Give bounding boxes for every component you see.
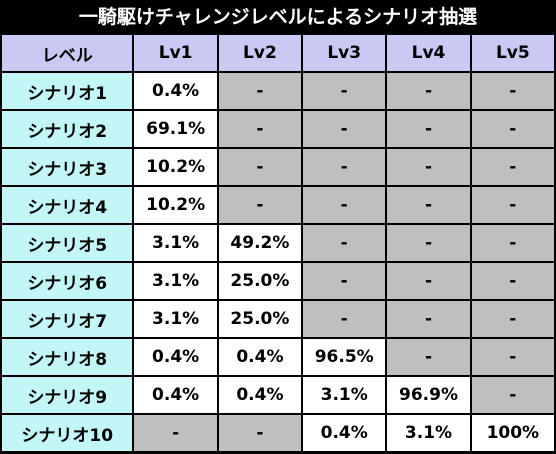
level-header-lv5: Lv5 [471, 35, 554, 71]
table-row: シナリオ9 0.4% 0.4% 3.1% 96.9% - [2, 377, 554, 413]
value-cell: 0.4% [218, 377, 302, 413]
value-cell: 10.2% [134, 149, 217, 185]
corner-header: レベル [2, 35, 133, 71]
value-cell: 3.1% [134, 301, 217, 337]
empty-cell: - [303, 187, 386, 223]
value-cell: 0.4% [134, 73, 217, 109]
empty-cell: - [303, 73, 386, 109]
table-title: 一騎駆けチャレンジレベルによるシナリオ抽選 [78, 6, 478, 28]
table-row: シナリオ2 69.1% - - - - [2, 111, 554, 147]
value-cell: 10.2% [134, 187, 217, 223]
empty-cell: - [387, 73, 470, 109]
row-label: シナリオ1 [2, 73, 133, 109]
scenario-lottery-table: レベル Lv1 Lv2 Lv3 Lv4 Lv5 シナリオ1 0.4% - - - - シナリ… [0, 33, 556, 453]
value-cell: 0.4% [218, 339, 302, 375]
value-cell: 49.2% [218, 225, 302, 261]
row-label: シナリオ8 [2, 339, 133, 375]
table-row: シナリオ7 3.1% 25.0% - - - [2, 301, 554, 337]
empty-cell: - [471, 111, 554, 147]
value-cell: 3.1% [134, 263, 217, 299]
row-label: シナリオ5 [2, 225, 133, 261]
empty-cell: - [387, 111, 470, 147]
empty-cell: - [471, 263, 554, 299]
value-cell: 3.1% [134, 225, 217, 261]
level-header-lv1: Lv1 [134, 35, 217, 71]
empty-cell: - [387, 263, 470, 299]
level-header-lv2: Lv2 [218, 35, 302, 71]
value-cell: 25.0% [218, 301, 302, 337]
empty-cell: - [471, 377, 554, 413]
empty-cell: - [471, 225, 554, 261]
empty-cell: - [218, 149, 302, 185]
value-cell: 3.1% [303, 377, 386, 413]
empty-cell: - [471, 301, 554, 337]
table-body: シナリオ1 0.4% - - - - シナリオ2 69.1% - - - - シナリオ3 10.2% - - -… [2, 73, 554, 451]
empty-cell: - [387, 225, 470, 261]
table-row: シナリオ4 10.2% - - - - [2, 187, 554, 223]
header-row: レベル Lv1 Lv2 Lv3 Lv4 Lv5 [2, 35, 554, 71]
row-label: シナリオ4 [2, 187, 133, 223]
value-cell: 100% [471, 415, 554, 451]
table-row: シナリオ10- -0.4% 3.1% 100% [2, 415, 554, 451]
table-row: シナリオ5 3.1% 49.2% - - - [2, 225, 554, 261]
table-row: シナリオ1 0.4% - - - - [2, 73, 554, 109]
value-cell: 25.0% [218, 263, 302, 299]
empty-cell: - [218, 111, 302, 147]
row-label: シナリオ2 [2, 111, 133, 147]
empty-cell: - [471, 339, 554, 375]
level-header-lv4: Lv4 [387, 35, 470, 71]
table-row: シナリオ6 3.1% 25.0% - - - [2, 263, 554, 299]
value-cell: 69.1% [134, 111, 217, 147]
empty-cell: - [303, 111, 386, 147]
value-cell: 0.4% [303, 415, 386, 451]
row-label: シナリオ9 [2, 377, 133, 413]
level-header-lv3: Lv3 [303, 35, 386, 71]
empty-cell: - [218, 187, 302, 223]
empty-cell: - [218, 73, 302, 109]
empty-cell: - [303, 149, 386, 185]
empty-cell: - [303, 263, 386, 299]
empty-cell: - [471, 149, 554, 185]
table-row: シナリオ8 0.4% 0.4% 96.5% - - [2, 339, 554, 375]
row-label: シナリオ3 [2, 149, 133, 185]
value-cell: 0.4% [134, 339, 217, 375]
row-label: シナリオ7 [2, 301, 133, 337]
empty-cell: - [218, 415, 302, 451]
value-cell: 96.5% [303, 339, 386, 375]
row-label: シナリオ10 [2, 415, 133, 451]
value-cell: 0.4% [134, 377, 217, 413]
empty-cell: - [387, 339, 470, 375]
empty-cell: - [471, 187, 554, 223]
empty-cell: - [387, 149, 470, 185]
value-cell: 96.9% [387, 377, 470, 413]
empty-cell: - [134, 415, 217, 451]
row-label: シナリオ6 [2, 263, 133, 299]
empty-cell: - [471, 73, 554, 109]
table-row: シナリオ3 10.2% - - - - [2, 149, 554, 185]
empty-cell: - [387, 301, 470, 337]
empty-cell: - [387, 187, 470, 223]
value-cell: 3.1% [387, 415, 470, 451]
empty-cell: - [303, 225, 386, 261]
empty-cell: - [303, 301, 386, 337]
